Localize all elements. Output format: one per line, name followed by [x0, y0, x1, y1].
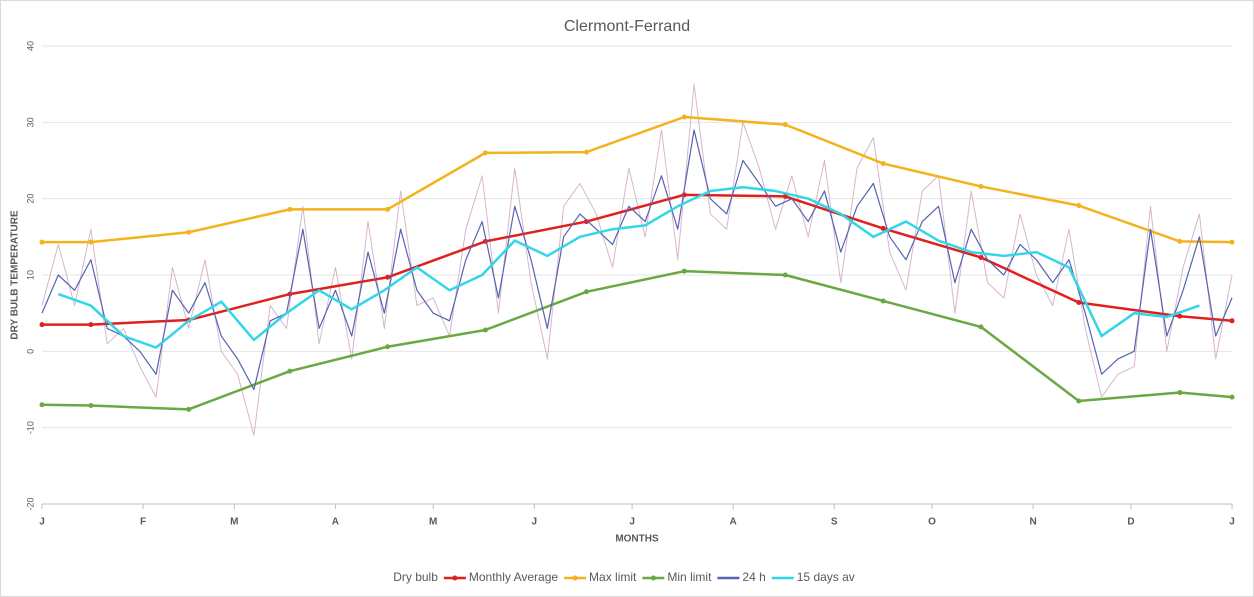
series-marker — [1177, 313, 1183, 319]
x-tick-label: M — [230, 517, 238, 528]
x-tick-label: D — [1127, 517, 1134, 528]
series-marker — [385, 274, 391, 280]
x-tick-label: J — [532, 517, 538, 528]
series-marker — [782, 193, 788, 199]
series-marker — [583, 219, 589, 225]
legend-marker — [650, 575, 656, 581]
y-tick-label: -20 — [25, 497, 35, 510]
x-tick-label: J — [1229, 517, 1235, 528]
series-marker — [978, 254, 984, 260]
series-marker — [681, 114, 687, 120]
series-marker — [287, 206, 293, 212]
series-marker — [186, 229, 192, 235]
legend-marker — [452, 575, 458, 581]
x-tick-label: S — [831, 517, 838, 528]
legend-label: Monthly Average — [469, 570, 558, 584]
series-marker — [287, 368, 293, 374]
series-marker — [88, 239, 94, 245]
legend-label: 15 days av — [797, 570, 855, 584]
series-marker — [1229, 394, 1235, 400]
series-marker — [681, 268, 687, 274]
series-marker — [385, 344, 391, 350]
series-marker — [880, 225, 886, 231]
y-tick-label: -10 — [25, 421, 35, 434]
series-marker — [1076, 203, 1082, 209]
legend-label: 24 h — [742, 570, 765, 584]
legend-label: Dry bulb — [393, 570, 438, 584]
x-tick-label: N — [1030, 517, 1037, 528]
x-tick-label: O — [928, 517, 936, 528]
chart-title: Clermont-Ferrand — [564, 18, 690, 35]
series-marker — [1229, 239, 1235, 245]
x-tick-label: M — [429, 517, 437, 528]
x-axis-label: MONTHS — [615, 534, 659, 545]
y-tick-label: 10 — [25, 270, 35, 280]
series-marker — [880, 161, 886, 167]
series-marker — [39, 322, 45, 328]
series-marker — [782, 272, 788, 278]
x-tick-label: J — [629, 517, 635, 528]
series-line — [41, 269, 1233, 411]
series-line — [41, 129, 1233, 391]
series-marker — [385, 206, 391, 212]
series-marker — [1177, 390, 1183, 396]
series-line — [57, 185, 1200, 349]
y-axis-label: DRY BULB TEMPERATURE — [10, 210, 21, 340]
series-line — [41, 83, 1233, 436]
series-marker — [978, 183, 984, 189]
y-tick-label: 30 — [25, 117, 35, 127]
y-tick-label: 40 — [25, 41, 35, 51]
series-marker — [39, 402, 45, 408]
series-line — [42, 115, 1233, 244]
x-tick-label: A — [332, 517, 339, 528]
y-tick-label: 20 — [25, 194, 35, 204]
series-marker — [482, 327, 488, 333]
series-marker — [978, 324, 984, 330]
series-marker — [482, 150, 488, 156]
series-marker — [583, 289, 589, 295]
series-marker — [1076, 398, 1082, 404]
x-tick-label: A — [730, 517, 737, 528]
legend-marker — [572, 575, 578, 581]
x-tick-label: J — [39, 517, 45, 528]
series-marker — [88, 322, 94, 328]
series-marker — [1229, 318, 1235, 324]
series-marker — [88, 403, 94, 409]
series-marker — [1076, 299, 1082, 305]
series-marker — [39, 239, 45, 245]
series-line — [42, 193, 1233, 326]
series-marker — [880, 298, 886, 304]
series-marker — [1177, 238, 1183, 244]
x-tick-label: F — [140, 517, 146, 528]
series-marker — [782, 122, 788, 128]
legend-label: Max limit — [589, 570, 637, 584]
legend: Dry bulb Monthly Average Max limit Min limi… — [393, 570, 855, 584]
series-marker — [583, 149, 589, 155]
legend-label: Min limit — [667, 570, 712, 584]
series-marker — [186, 406, 192, 412]
y-tick-label: 0 — [25, 349, 35, 354]
